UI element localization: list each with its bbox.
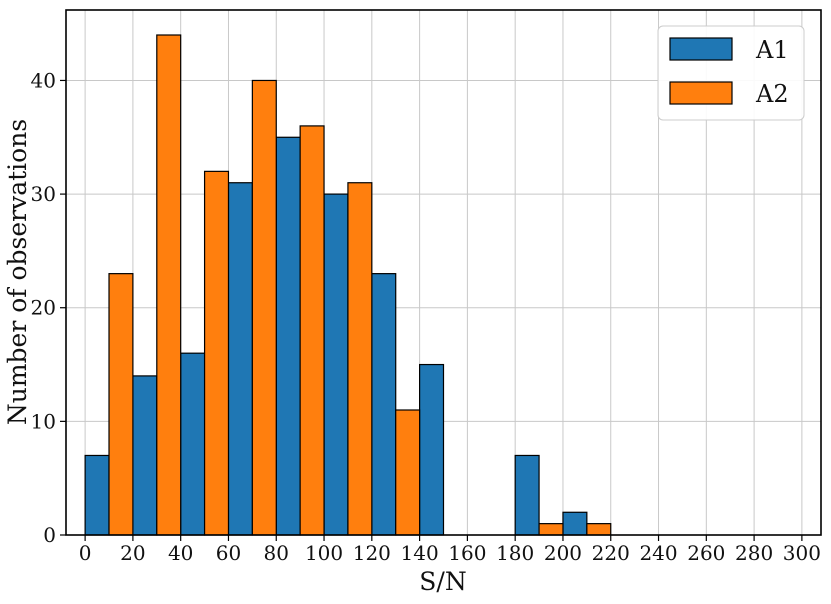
bar-a1 bbox=[323, 193, 349, 536]
y-tick-label: 20 bbox=[31, 296, 56, 320]
y-tick-label: 30 bbox=[31, 182, 56, 206]
x-tick-label: 40 bbox=[168, 541, 193, 565]
x-tick-label: 160 bbox=[448, 541, 486, 565]
bar-a2 bbox=[347, 182, 373, 536]
bar-a2 bbox=[299, 125, 325, 536]
legend: A1 A2 bbox=[657, 25, 805, 121]
bar-a2 bbox=[156, 34, 182, 536]
legend-swatch-a1 bbox=[669, 37, 733, 61]
bar-a2 bbox=[203, 170, 230, 536]
x-tick-label: 240 bbox=[639, 541, 677, 565]
x-tick-label: 140 bbox=[401, 541, 439, 565]
bar-a1 bbox=[562, 511, 588, 536]
x-tick-label: 120 bbox=[353, 541, 391, 565]
bar-a1 bbox=[84, 454, 110, 536]
bar-a2 bbox=[586, 523, 612, 536]
x-tick-label: 0 bbox=[79, 541, 92, 565]
x-tick-label: 220 bbox=[592, 541, 630, 565]
bar-a1 bbox=[132, 375, 158, 536]
bar-a2 bbox=[108, 273, 134, 536]
bar-a2 bbox=[538, 523, 564, 536]
x-tick-label: 200 bbox=[544, 541, 582, 565]
bar-a1 bbox=[275, 136, 301, 536]
bar-a2 bbox=[251, 79, 277, 536]
x-tick-label: 20 bbox=[120, 541, 145, 565]
x-tick-label: 280 bbox=[735, 541, 773, 565]
bar-a1 bbox=[180, 352, 206, 536]
bar-a1 bbox=[514, 454, 540, 536]
legend-label-a2: A2 bbox=[755, 80, 789, 108]
bar-a1 bbox=[419, 363, 445, 536]
x-tick-label: 260 bbox=[687, 541, 725, 565]
bar-a1 bbox=[227, 182, 253, 536]
y-tick-label: 40 bbox=[31, 68, 56, 92]
legend-swatch-a2 bbox=[669, 81, 733, 105]
x-tick-label: 60 bbox=[216, 541, 241, 565]
bar-a2 bbox=[395, 409, 421, 536]
bar-a1 bbox=[371, 273, 397, 536]
y-tick-label: 0 bbox=[43, 523, 56, 547]
axis-ticks: 0 20 40 60 80 100 120 140 160 180 200 220 240 260 280 3… bbox=[31, 68, 821, 565]
legend-label-a1: A1 bbox=[755, 36, 789, 64]
x-tick-label: 80 bbox=[264, 541, 289, 565]
x-axis-label: S/N bbox=[419, 567, 466, 596]
plot-frame bbox=[65, 9, 822, 536]
y-tick-label: 10 bbox=[31, 409, 56, 433]
x-tick-label: 180 bbox=[496, 541, 534, 565]
y-axis-label: Number of observations bbox=[3, 119, 32, 425]
x-tick-label: 300 bbox=[783, 541, 821, 565]
x-tick-label: 100 bbox=[305, 541, 343, 565]
